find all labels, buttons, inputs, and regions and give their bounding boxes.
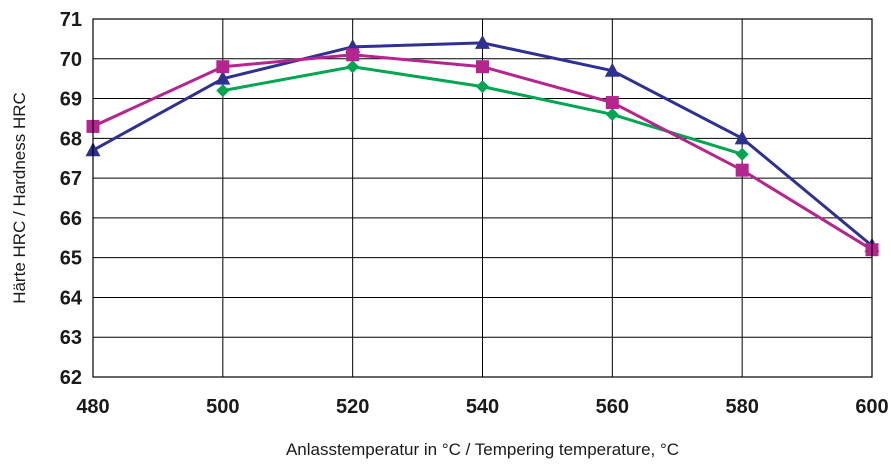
data-point-square: [735, 163, 749, 177]
plot-frame: [92, 18, 873, 378]
data-point-diamond: [735, 147, 749, 161]
series-diamond: [216, 60, 749, 161]
data-point-triangle: [604, 62, 620, 77]
series-square: [86, 48, 879, 257]
data-point-triangle: [734, 130, 750, 145]
x-tick-label: 560: [596, 396, 629, 418]
y-tick-label: 71: [60, 9, 82, 31]
data-point-square: [346, 48, 360, 62]
y-tick-label: 68: [60, 128, 82, 150]
y-axis-title: Härte HRC / Hardness HRC: [10, 92, 29, 304]
x-axis-title: Anlasstemperatur in °C / Tempering tempe…: [286, 440, 679, 459]
data-point-triangle: [475, 34, 490, 49]
x-tick-label: 500: [206, 396, 239, 418]
x-tick-label: 480: [76, 396, 109, 418]
y-tick-label: 70: [60, 49, 82, 71]
y-tick-label: 65: [60, 248, 82, 270]
data-point-triangle: [215, 70, 231, 85]
y-tick-label: 63: [60, 327, 82, 349]
y-tick-label: 62: [60, 367, 82, 389]
data-point-diamond: [476, 80, 489, 94]
y-tick-label: 67: [60, 168, 82, 190]
y-tick-label: 69: [60, 89, 82, 111]
x-tick-label: 520: [336, 396, 369, 418]
x-tick-label: 600: [855, 396, 888, 418]
data-point-diamond: [346, 60, 360, 74]
data-point-square: [216, 60, 230, 74]
y-tick-label: 66: [60, 208, 82, 230]
x-tick-label: 580: [725, 396, 758, 418]
tick-labels: 62 63 64 65 66 67 68 69 70 71 480 500 520 540 560 580 60…: [60, 9, 889, 418]
series-layer: [85, 34, 880, 257]
x-tick-label: 540: [466, 396, 499, 418]
data-point-square: [605, 96, 619, 110]
y-tick-label: 64: [60, 287, 83, 309]
data-point-diamond: [216, 84, 230, 98]
data-point-square: [476, 60, 489, 74]
data-point-diamond: [605, 107, 619, 121]
